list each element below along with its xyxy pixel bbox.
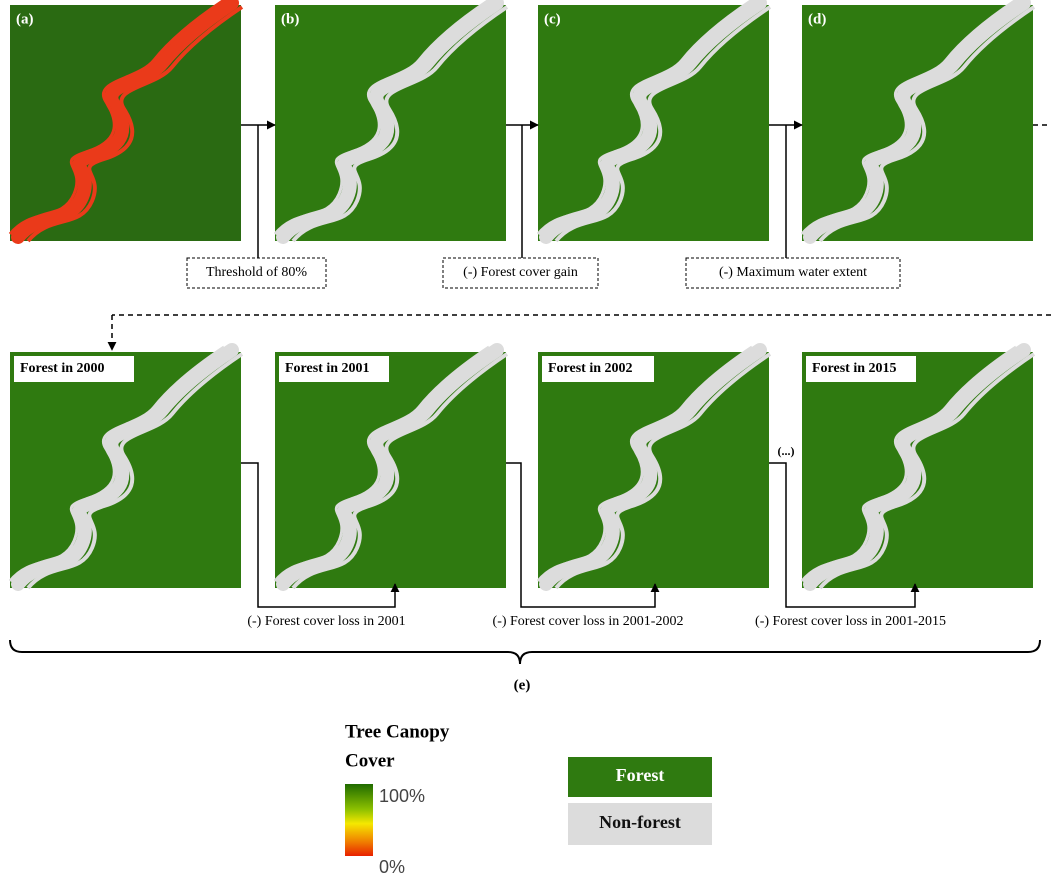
panel-label: (a) bbox=[16, 11, 34, 27]
step-label: Threshold of 80% bbox=[206, 265, 307, 280]
panel-label: (d) bbox=[808, 11, 826, 27]
group-label: (e) bbox=[514, 677, 531, 693]
nonforest-label: Non-forest bbox=[599, 812, 681, 832]
loss-label: (-) Forest cover loss in 2001-2002 bbox=[493, 614, 684, 629]
panel-label: Forest in 2001 bbox=[285, 361, 370, 376]
step-label: (-) Forest cover gain bbox=[463, 265, 578, 280]
forest-label: Forest bbox=[616, 765, 665, 785]
panel-label: Forest in 2002 bbox=[548, 361, 633, 376]
legend-title: Tree Canopy bbox=[345, 721, 450, 742]
ramp-high: 100% bbox=[379, 786, 425, 806]
color-ramp bbox=[345, 784, 373, 856]
step-label: (-) Maximum water extent bbox=[719, 265, 867, 280]
legend-title: Cover bbox=[345, 750, 395, 771]
panel-label: (b) bbox=[281, 11, 299, 27]
ellipsis: (...) bbox=[778, 444, 795, 458]
brace bbox=[10, 640, 1040, 664]
loss-label: (-) Forest cover loss in 2001 bbox=[247, 614, 405, 629]
panel-label: Forest in 2000 bbox=[20, 361, 105, 376]
panel-label: (c) bbox=[544, 11, 561, 27]
loss-label: (-) Forest cover loss in 2001-2015 bbox=[755, 614, 946, 629]
ramp-low: 0% bbox=[379, 857, 405, 877]
figure: (a) (b) (c) (d) Threshold of 80% (-) Forest c… bbox=[0, 0, 1051, 881]
panel-label: Forest in 2015 bbox=[812, 361, 897, 376]
